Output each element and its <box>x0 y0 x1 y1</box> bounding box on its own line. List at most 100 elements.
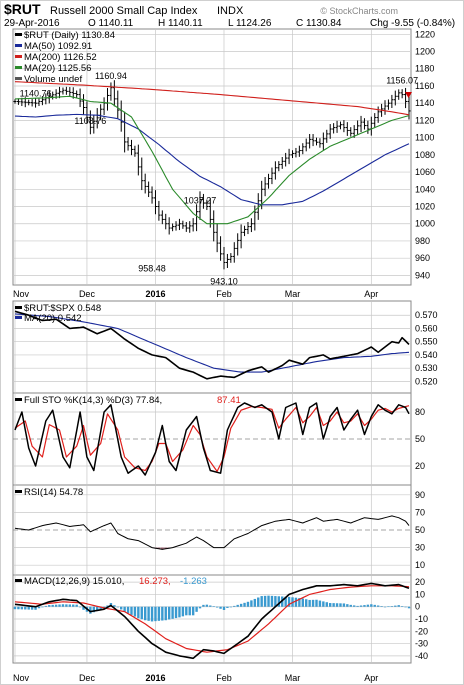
macd-histogram-bar <box>198 606 202 609</box>
macd-histogram-bar <box>260 596 263 607</box>
macd-histogram-bar <box>301 598 304 607</box>
y-axis-tick-label: 0.550 <box>415 337 438 347</box>
macd-histogram-bar <box>298 598 301 607</box>
y-axis-tick-label: 30 <box>415 543 425 553</box>
macd-histogram-bar <box>58 604 61 607</box>
x-axis-ticks: Nov Nov Dec Dec 2016 2016 Feb Feb Mar Mar Apr Apr <box>13 289 378 683</box>
y-axis-tick-label: 10 <box>415 560 425 570</box>
header-open: O 1140.11 <box>88 18 134 29</box>
macd-histogram-bar <box>44 605 48 607</box>
price-panel <box>12 28 412 286</box>
legend-item: MA(50) 1092.91 <box>24 41 92 52</box>
price-annotation: 1140.76 <box>20 89 52 99</box>
macd-histogram-bar <box>150 606 154 622</box>
macd-histogram-bar <box>335 603 339 607</box>
macd-histogram-bar <box>82 606 85 610</box>
ratio-line <box>14 310 410 380</box>
macd-histogram-bar <box>54 604 58 607</box>
macd-line <box>14 582 410 660</box>
macd-histogram-bar <box>130 606 133 615</box>
macd-histogram-bar <box>140 606 143 620</box>
y-axis-tick-label: 1120 <box>415 115 434 125</box>
x-axis-label: Feb <box>216 289 232 299</box>
macd-histogram-bar <box>352 605 356 607</box>
macd-histogram-bar <box>137 606 140 619</box>
header-symbol: $RUT <box>4 1 41 17</box>
price-annotations: 1140.76 1160.94 1108.76 1037.27 958.48 943.10… <box>20 71 418 287</box>
x-axis-label: Apr <box>364 673 378 683</box>
y-axis-tick-label: 0.570 <box>415 310 438 320</box>
macd-histogram-bar <box>257 597 260 607</box>
y-axis-tick-label: 1220 <box>415 29 435 39</box>
y-axis-tick-label: 960 <box>415 253 430 263</box>
macd-histogram-bar <box>205 604 209 607</box>
macd-histogram-bar <box>195 606 198 612</box>
y-axis-tick-label: 0 <box>415 602 420 612</box>
macd-histogram-bar <box>294 597 298 607</box>
macd-histogram-bar <box>274 596 277 607</box>
macd-histogram-bar <box>226 606 229 608</box>
y-axis-tick-label: 1080 <box>415 150 435 160</box>
y-axis-tick-label: 1180 <box>415 64 434 74</box>
x-axis-label: Dec <box>79 673 96 683</box>
y-axis-tick-label: 0.530 <box>415 363 438 373</box>
macd-histogram-bar <box>308 599 311 607</box>
header-date: 29-Apr-2016 <box>4 18 60 29</box>
ma50-line <box>14 113 410 206</box>
macd-histogram-bar <box>178 606 181 618</box>
macd-histogram-bar <box>157 606 161 621</box>
legend-item: $RUT (Daily) 1130.84 <box>24 30 115 41</box>
y-axis-tick-label: 90 <box>415 490 425 500</box>
y-axis-tick-label: 0.520 <box>415 376 438 386</box>
y-axis-tick-label: 20 <box>415 461 425 471</box>
macd-histogram-bar <box>400 606 404 607</box>
y-axis-ticks: 9409609801000102010401060108011001120114… <box>415 29 438 661</box>
macd-histogram-bar <box>233 605 236 607</box>
y-axis-tick-label: -20 <box>415 626 428 636</box>
macd-histogram-bar <box>342 603 346 607</box>
ratio-ma-line <box>14 313 410 373</box>
legend-item: MA(20) 1125.56 <box>24 63 91 74</box>
macd-histogram-bar <box>96 606 99 611</box>
y-axis-tick-label: 1200 <box>415 47 435 57</box>
macd-histogram-bar <box>270 595 274 607</box>
x-axis-label: Feb <box>216 673 232 683</box>
macd-histogram-bar <box>311 599 315 607</box>
macd-histogram-bar <box>202 604 205 607</box>
macd-legend: MACD(12,26,9) 15.010, <box>24 576 124 587</box>
y-axis-tick-label: 1160 <box>415 81 434 91</box>
macd-histogram-bar <box>65 604 68 607</box>
macd-histogram-bar <box>325 602 328 607</box>
macd-histogram-bar <box>376 605 380 607</box>
macd-histogram-bar <box>246 601 250 607</box>
stoch-legend-d: 87.41 <box>217 395 241 406</box>
macd-legend-signal: 16.273, <box>139 576 171 587</box>
macd-histogram-bar <box>123 606 126 612</box>
header-exchange: INDX <box>217 5 244 17</box>
stoch-legend-k: Full STO %K(14,3) %D(3) 77.84, <box>24 395 162 406</box>
macd-histogram-bar <box>383 606 387 608</box>
macd-histogram-bar <box>370 604 373 607</box>
macd-histogram-bar <box>390 606 394 607</box>
macd-histogram-bar <box>329 603 332 607</box>
macd-histogram-bar <box>215 606 219 608</box>
macd-histogram-bar <box>143 606 147 621</box>
x-axis-label: Mar <box>285 673 301 683</box>
macd-histogram-bar <box>188 606 191 616</box>
stoch-d-line <box>14 405 410 472</box>
macd-histogram-bar <box>250 600 253 607</box>
macd-histogram-bar <box>366 604 370 607</box>
macd-histogram-bar <box>359 605 363 607</box>
x-axis-label: Dec <box>79 289 96 299</box>
ratio-legend-item: MA(20) 0.542 <box>24 313 82 324</box>
macd-histogram-bar <box>332 603 335 607</box>
macd-histogram-bar <box>161 606 164 621</box>
macd-histogram-bar <box>243 602 246 607</box>
macd-histogram-bar <box>263 595 267 607</box>
legends: $RUT (Daily) 1130.84 MA(50) 1092.91 MA(200… <box>15 30 241 587</box>
macd-histogram-bar <box>349 604 352 607</box>
macd-histogram-bar <box>113 605 116 607</box>
macd-histogram-bar <box>37 606 41 609</box>
ma200-line <box>14 81 410 116</box>
